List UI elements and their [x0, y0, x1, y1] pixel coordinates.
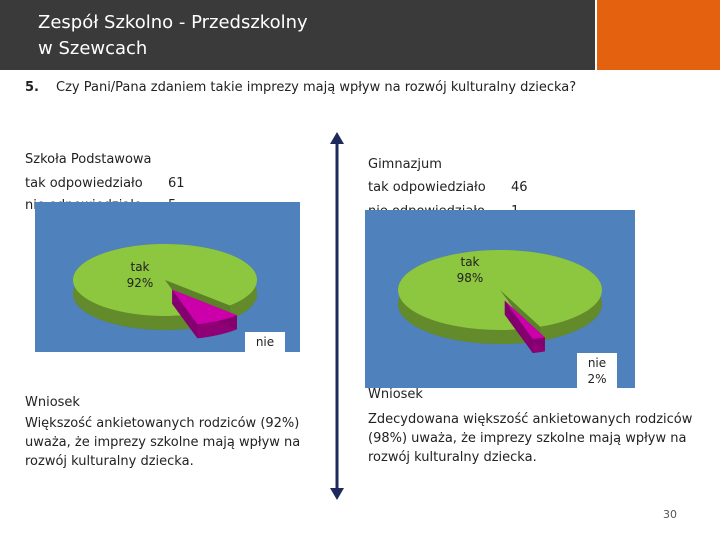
slice-value-label: 92%	[127, 276, 154, 290]
yes-label: tak odpowiedziało	[25, 176, 143, 191]
title: Zespół Szkolno - Przedszkolny	[38, 12, 308, 33]
label-box	[245, 332, 285, 352]
header-band	[0, 0, 595, 70]
slice-value-label: 2%	[587, 372, 606, 386]
pie-slice	[172, 289, 237, 325]
conclusion: Większość ankietowanych rodziców (92%) u…	[25, 416, 301, 469]
question: Czy Pani/Pana zdaniem takie imprezy mają…	[56, 80, 577, 95]
chart: tak 98% nie 2%	[365, 210, 635, 388]
slice-value-label: 8%	[255, 351, 274, 352]
divider-arrow	[330, 132, 344, 500]
school-name: Szkoła Podstawowa	[25, 152, 152, 167]
conclusion-title: Wniosek	[368, 387, 423, 402]
slice-value-label: 98%	[457, 271, 484, 285]
yes-label: tak odpowiedziało	[368, 180, 486, 195]
slice-label: nie	[588, 356, 606, 370]
label-box	[577, 353, 617, 388]
pie-slice	[397, 250, 602, 330]
conclusion: Zdecydowana większość ankietowanych rodz…	[368, 412, 693, 465]
chart: tak 92% nie 8%	[35, 202, 300, 352]
conclusion-title: Wniosek	[25, 395, 80, 410]
page-number: 30	[663, 508, 677, 521]
slice-label: tak	[130, 260, 149, 274]
slice-label: nie	[256, 335, 274, 349]
school-name: Gimnazjum	[368, 157, 442, 172]
pie-slice	[72, 244, 257, 316]
question-number: 5.	[25, 80, 39, 95]
slice-label: tak	[460, 255, 479, 269]
yes-count: 61	[168, 176, 185, 191]
header-accent	[597, 0, 720, 70]
yes-count: 46	[511, 180, 528, 195]
title: w Szewcach	[38, 38, 148, 59]
pie-slice	[504, 300, 545, 340]
